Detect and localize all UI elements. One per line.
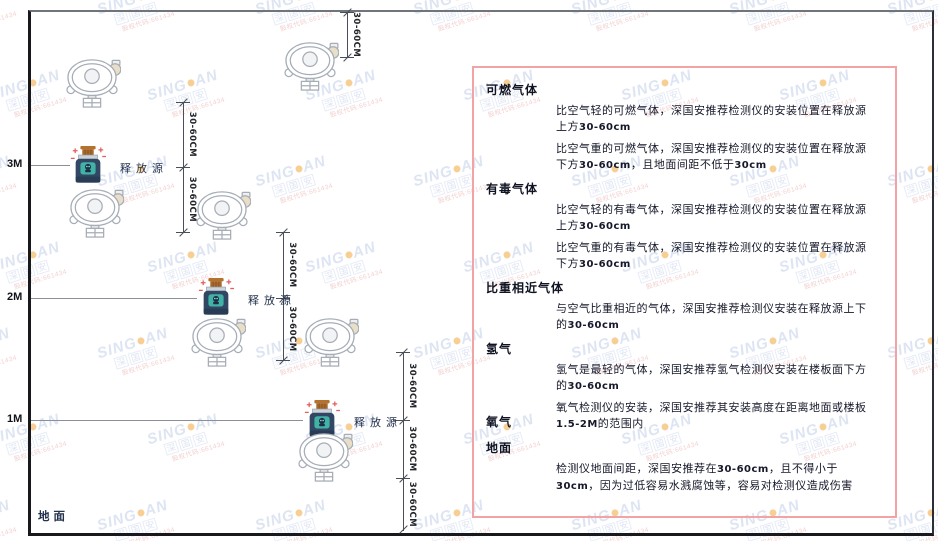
dimension-line xyxy=(403,352,404,531)
section-heading: 有毒气体 xyxy=(486,182,539,196)
brand-dot-icon xyxy=(610,0,620,2)
gas-detector-icon xyxy=(63,58,121,108)
brand-dot-icon xyxy=(768,0,778,2)
section-heading: 氢气 xyxy=(486,342,513,356)
gas-detector-icon xyxy=(188,317,246,367)
dimension-label: 30-60CM xyxy=(187,176,197,223)
section-heading: 氧气 xyxy=(486,415,513,429)
section-paragraph: 比空气轻的可燃气体，深国安推荐检测仪的安装位置在释放源上方30-60cm xyxy=(556,104,867,133)
gas-detector-icon xyxy=(193,190,251,240)
panel-section: 氧气 氧气检测仪的安装，深国安推荐其安装高度在距离地面或楼板1.5-2M的范围内 xyxy=(486,400,881,432)
brand-dot-icon xyxy=(136,0,146,2)
panel-section: 氢气氢气是最轻的气体，深国安推荐氢气检测仪安装在楼板面下方的30-60cm xyxy=(486,342,881,394)
level-line-3m xyxy=(31,165,70,166)
dimension-label: 30-60CM xyxy=(287,306,297,352)
panel-section: 可燃气体比空气轻的可燃气体，深国安推荐检测仪的安装位置在释放源上方30-60cm… xyxy=(486,83,881,173)
release-source-icon xyxy=(197,277,235,319)
section-paragraph: 比空气重的可燃气体，深国安推荐检测仪的安装位置在释放源下方30-60cm，且地面… xyxy=(556,142,867,171)
ground-label: 地面 xyxy=(38,509,69,523)
release-source-label: 释放源 xyxy=(120,162,168,175)
brand-dot-icon xyxy=(294,0,304,2)
info-panel-sections: 可燃气体比空气轻的可燃气体，深国安推荐检测仪的安装位置在释放源上方30-60cm… xyxy=(486,83,881,494)
panel-section: 有毒气体比空气轻的有毒气体，深国安推荐检测仪的安装位置在释放源上方30-60cm… xyxy=(486,182,881,272)
info-panel: 可燃气体比空气轻的可燃气体，深国安推荐检测仪的安装位置在释放源上方30-60cm… xyxy=(472,66,897,518)
gas-detector-icon xyxy=(66,188,124,238)
axis-label-3m: 3M xyxy=(7,158,23,170)
dimension-label: 30-60CM xyxy=(407,481,417,528)
release-source-label: 释放源 xyxy=(248,294,296,307)
brand-dot-icon xyxy=(452,0,462,2)
axis-label-2m: 2M xyxy=(7,291,23,303)
section-paragraph: 比空气轻的有毒气体，深国安推荐检测仪的安装位置在释放源上方30-60cm xyxy=(556,203,867,232)
level-line-1m xyxy=(31,420,303,421)
dimension-label: 30-60CM xyxy=(407,426,417,472)
level-line-2m xyxy=(31,298,197,299)
gas-detector-icon xyxy=(281,41,339,91)
section-paragraph: 氧气检测仪的安装，深国安推荐其安装高度在距离地面或楼板1.5-2M的范围内 xyxy=(556,401,867,430)
section-heading: 地面 xyxy=(486,441,513,455)
room-frame xyxy=(28,10,934,536)
section-paragraph: 与空气比重相近的气体，深国安推荐检测仪安装在释放源上下的30-60cm xyxy=(556,302,867,331)
release-source-icon xyxy=(69,145,107,187)
panel-section: 地面检测仪地面间距，深国安推荐在30-60cm，且不得小于30cm，因为过低容易… xyxy=(486,441,881,494)
dimension-line xyxy=(347,12,348,57)
section-heading: 比重相近气体 xyxy=(486,281,565,295)
dimension-label: 30-60CM xyxy=(407,363,417,409)
dimension-label: 30-60CM xyxy=(351,12,361,58)
brand-dot-icon xyxy=(926,0,936,2)
section-paragraph: 比空气重的有毒气体，深国安推荐检测仪的安装位置在释放源下方30-60cm xyxy=(556,241,867,270)
dimension-label: 30-60CM xyxy=(187,111,197,158)
axis-label-1m: 1M xyxy=(7,413,23,425)
panel-section: 比重相近气体与空气比重相近的气体，深国安推荐检测仪安装在释放源上下的30-60c… xyxy=(486,281,881,333)
release-source-label: 释放源 xyxy=(354,416,402,429)
gas-detector-icon xyxy=(301,317,359,367)
section-heading: 可燃气体 xyxy=(486,83,539,97)
section-paragraph: 检测仪地面间距，深国安推荐在30-60cm，且不得小于30cm，因为过低容易水溅… xyxy=(556,462,853,492)
dimension-label: 30-60CM xyxy=(287,242,297,288)
section-paragraph: 氢气是最轻的气体，深国安推荐氢气检测仪安装在楼板面下方的30-60cm xyxy=(556,363,867,392)
gas-detector-icon xyxy=(295,432,353,482)
